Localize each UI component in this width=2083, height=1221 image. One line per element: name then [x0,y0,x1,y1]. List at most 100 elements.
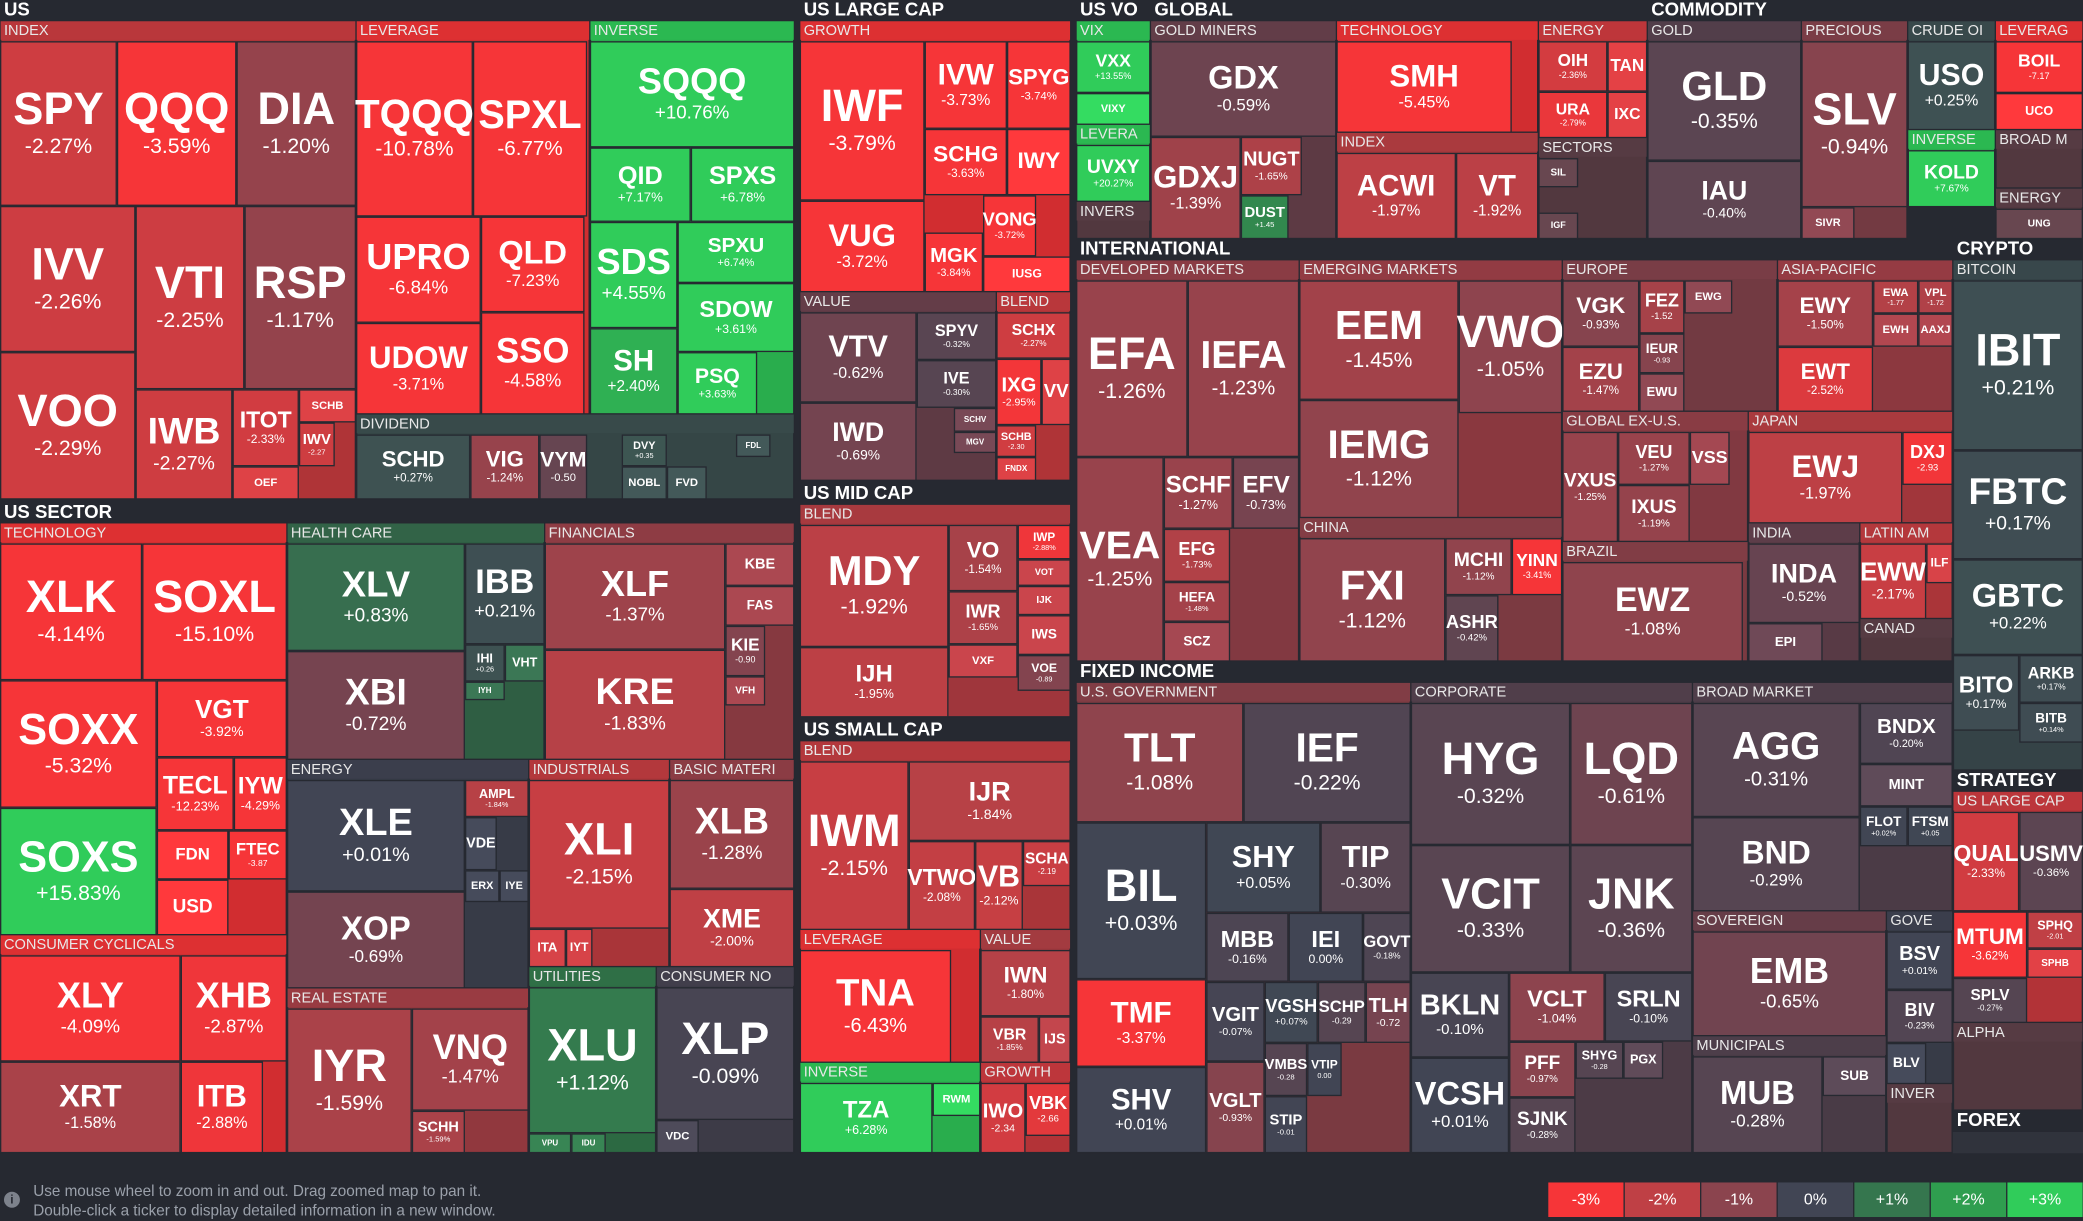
ticker-tile[interactable] [1307,1042,1342,1097]
ticker-label[interactable]: SLV [1812,83,1896,134]
ticker-label[interactable]: MUB [1720,1074,1795,1111]
ticker-tile[interactable] [1639,373,1685,412]
ticker-label[interactable]: SH [613,345,654,378]
ticker-tile[interactable] [565,928,593,968]
ticker-label[interactable]: UDOW [369,340,468,375]
ticker-label[interactable]: KIE [731,635,760,655]
ticker-label[interactable]: IHI [477,651,493,665]
ticker-tile[interactable] [0,680,157,808]
ticker-tile[interactable] [953,407,997,432]
ticker-tile[interactable] [528,987,657,1134]
ticker-tile[interactable] [924,41,1007,129]
ticker-label[interactable]: TIP [1342,839,1390,874]
ticker-label[interactable]: XLK [26,571,117,622]
ticker-tile[interactable] [1952,450,2083,560]
ticker-label[interactable]: VGSH [1265,995,1317,1016]
ticker-label[interactable]: ERX [471,880,494,892]
ticker-label[interactable]: SQQQ [638,61,746,102]
ticker-tile[interactable] [472,41,588,217]
ticker-label[interactable]: IGF [1551,220,1567,230]
ticker-label[interactable]: SJNK [1517,1109,1568,1130]
ticker-tile[interactable] [656,1120,699,1154]
ticker-label[interactable]: SCHX [1012,322,1056,339]
ticker-tile[interactable] [1163,581,1231,622]
ticker-label[interactable]: SSO [496,332,569,371]
ticker-tile[interactable] [1952,911,2028,978]
ticker-tile[interactable] [996,457,1037,481]
ticker-tile[interactable] [666,466,707,500]
ticker-tile[interactable] [1639,333,1685,374]
ticker-tile[interactable] [1570,845,1693,973]
ticker-label[interactable]: VEU [1635,442,1672,462]
ticker-label[interactable]: VT [1478,169,1516,202]
ticker-label[interactable]: IAU [1701,175,1747,205]
ticker-label[interactable]: SPY [13,83,103,134]
ticker-label[interactable]: IBB [475,563,534,601]
ticker-tile[interactable] [356,216,481,323]
ticker-tile[interactable] [980,1016,1039,1063]
ticker-label[interactable]: FDN [175,844,209,863]
ticker-label[interactable]: SPLV [1970,987,2010,1004]
ticker-tile[interactable] [1618,484,1690,543]
ticker-tile[interactable] [1604,972,1693,1042]
ticker-tile[interactable] [464,870,500,903]
ticker-tile[interactable] [621,434,667,467]
ticker-tile[interactable] [975,841,1023,931]
ticker-tile[interactable] [571,1133,606,1154]
ticker-tile[interactable] [0,205,136,353]
ticker-tile[interactable] [735,434,771,458]
ticker-tile[interactable] [2027,948,2083,978]
ticker-label[interactable]: VIXY [1101,103,1127,115]
ticker-label[interactable]: EWY [1800,293,1851,318]
ticker-tile[interactable] [1607,41,1648,92]
ticker-tile[interactable] [1038,1016,1071,1063]
ticker-tile[interactable] [228,830,287,880]
ticker-tile[interactable] [1206,822,1321,913]
ticker-label[interactable]: BLV [1893,1054,1921,1070]
ticker-label[interactable]: EWU [1647,384,1678,399]
ticker-tile[interactable] [1240,136,1302,196]
ticker-label[interactable]: IWN [1004,963,1048,988]
ticker-tile[interactable] [996,425,1037,458]
ticker-label[interactable]: SHYG [1582,1049,1618,1063]
ticker-tile[interactable] [1076,1066,1207,1154]
ticker-tile[interactable] [2019,702,2083,743]
ticker-label[interactable]: SPYV [935,322,978,340]
ticker-label[interactable]: SPYG [1008,65,1069,90]
ticker-label[interactable]: AGG [1732,725,1820,768]
ticker-tile[interactable] [0,41,117,206]
ticker-tile[interactable] [1639,280,1685,334]
ticker-tile[interactable] [1206,1061,1265,1154]
ticker-tile[interactable] [1509,1097,1576,1154]
ticker-tile[interactable] [1562,346,1640,412]
ticker-label[interactable]: SCHV [964,415,987,424]
ticker-tile[interactable] [980,949,1071,1017]
ticker-tile[interactable] [1886,931,1953,990]
ticker-tile[interactable] [1299,538,1446,662]
ticker-tile[interactable] [948,644,1018,678]
ticker-tile[interactable] [725,585,795,626]
ticker-tile[interactable] [1163,528,1231,582]
ticker-label[interactable]: STIP [1270,1112,1303,1128]
ticker-tile[interactable] [411,1008,529,1111]
ticker-label[interactable]: IEF [1296,725,1359,771]
ticker-tile[interactable] [1410,845,1571,973]
ticker-tile[interactable] [1575,1041,1624,1079]
ticker-label[interactable]: HEFA [1179,589,1215,604]
ticker-tile[interactable] [1886,989,1953,1043]
ticker-label[interactable]: TECL [163,772,228,799]
ticker-tile[interactable] [1017,524,1071,560]
ticker-tile[interactable] [1206,981,1265,1062]
ticker-label[interactable]: SCHB [1001,431,1032,443]
ticker-label[interactable]: XLY [57,975,124,1016]
ticker-label[interactable]: XLF [601,563,669,604]
ticker-label[interactable]: ILF [1931,555,1949,569]
ticker-label[interactable]: MGV [966,438,985,447]
ticker-tile[interactable] [983,195,1037,257]
ticker-tile[interactable] [0,807,157,936]
ticker-tile[interactable] [980,1082,1026,1154]
ticker-tile[interactable] [156,757,234,831]
ticker-tile[interactable] [1076,93,1151,125]
ticker-label[interactable]: XLV [342,563,411,604]
ticker-label[interactable]: SUB [1840,1068,1869,1083]
